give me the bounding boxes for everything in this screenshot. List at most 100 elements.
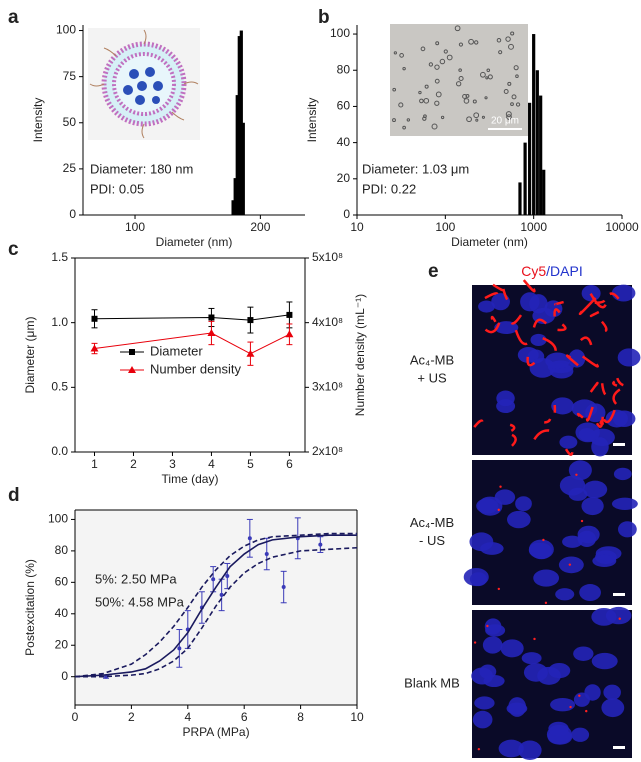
nucleus (474, 696, 495, 710)
red-spot (497, 508, 500, 512)
bubble (428, 62, 434, 67)
panel-label: c (8, 239, 19, 260)
bubble (423, 97, 430, 104)
bubble (498, 50, 503, 55)
membrane-signal (542, 336, 557, 351)
nucleus (480, 542, 504, 555)
bubble (458, 68, 462, 72)
nucleus (592, 554, 617, 568)
bar (235, 95, 239, 215)
bubble (419, 98, 424, 104)
bubble (435, 91, 442, 98)
y-tick-label: 20 (55, 637, 69, 651)
marker (208, 314, 215, 321)
marker (225, 574, 230, 579)
bubble (505, 111, 512, 118)
panel-label: a (8, 7, 19, 28)
x-tick-label: 8 (297, 710, 304, 724)
bubble (508, 43, 514, 50)
red-spot (486, 624, 489, 628)
stain-name: /DAPI (546, 263, 583, 279)
nucleus (579, 584, 601, 602)
marker (91, 315, 98, 322)
nucleus (478, 300, 495, 313)
red-spot (544, 601, 548, 605)
y-tick-label: 0 (61, 669, 68, 683)
membrane-signal (514, 329, 528, 346)
membrane-signal (612, 380, 618, 387)
nucleus (601, 698, 625, 718)
nucleus (605, 409, 629, 428)
nucleus (550, 697, 576, 712)
bar (535, 70, 539, 215)
bubble (485, 76, 489, 80)
membrane-signal (589, 381, 599, 393)
x-tick-label: 2 (128, 710, 135, 724)
y-tick-label: 1.0 (51, 315, 68, 329)
bubble (443, 49, 448, 54)
membrane-signal (595, 416, 604, 428)
micrograph (463, 460, 638, 605)
row-label: Blank MB (404, 675, 460, 690)
x-tick-label: 100 (125, 220, 145, 234)
nucleus (518, 740, 542, 760)
nucleus (507, 510, 531, 529)
row-label: Ac₄-MB (410, 352, 454, 367)
nucleus (530, 333, 547, 346)
nucleus (583, 480, 608, 499)
annotation: PDI: 0.22 (362, 181, 416, 196)
nucleus (496, 390, 515, 407)
x-tick-label: 1 (91, 457, 98, 471)
bubble (466, 116, 472, 123)
membrane-signal (509, 423, 516, 432)
marker (219, 592, 224, 597)
marker (177, 646, 182, 651)
bubble (474, 40, 479, 45)
bubble (423, 114, 427, 119)
membrane-signal (502, 288, 509, 301)
membrane-signal (602, 409, 616, 424)
bubble (496, 38, 502, 43)
marker (285, 330, 294, 338)
membrane-signal (600, 320, 608, 333)
membrane-signal (594, 299, 606, 305)
bubble (463, 98, 470, 104)
bubble (510, 102, 514, 107)
annotation: 50%: 4.58 MPa (95, 594, 185, 609)
membrane-signal (581, 355, 600, 368)
nucleus (568, 460, 592, 481)
bubble (475, 118, 479, 122)
bar (518, 182, 522, 215)
x-tick-label: 6 (286, 457, 293, 471)
bar (523, 142, 527, 215)
y-axis-label: Postexcitation (%) (23, 559, 37, 656)
nucleus (581, 285, 601, 302)
x-tick-label: 10 (350, 710, 364, 724)
line (94, 314, 290, 321)
x-tick-label: 2 (130, 457, 137, 471)
row-label: + US (417, 370, 447, 385)
bubble (456, 81, 462, 87)
nucleus (494, 489, 516, 505)
bar (539, 95, 543, 215)
membrane-signal (565, 354, 579, 367)
nucleus (551, 397, 574, 415)
annotation: Diameter: 1.03 μm (362, 161, 469, 176)
nucleus (584, 684, 601, 701)
bubble (507, 81, 512, 86)
marker (246, 349, 255, 357)
membrane-signal (510, 314, 523, 325)
nucleus (571, 727, 590, 742)
bubble (402, 125, 406, 130)
marker (128, 366, 136, 373)
x-axis-label: PRPA (MPa) (182, 725, 249, 739)
y2-tick-label: 4x10⁸ (312, 315, 343, 329)
bar (231, 200, 235, 215)
marker (247, 317, 254, 324)
bubble (402, 66, 406, 71)
bubble (418, 90, 422, 95)
y-tick-label: 50 (63, 115, 77, 129)
marker (281, 585, 286, 590)
micrographs (463, 279, 641, 760)
